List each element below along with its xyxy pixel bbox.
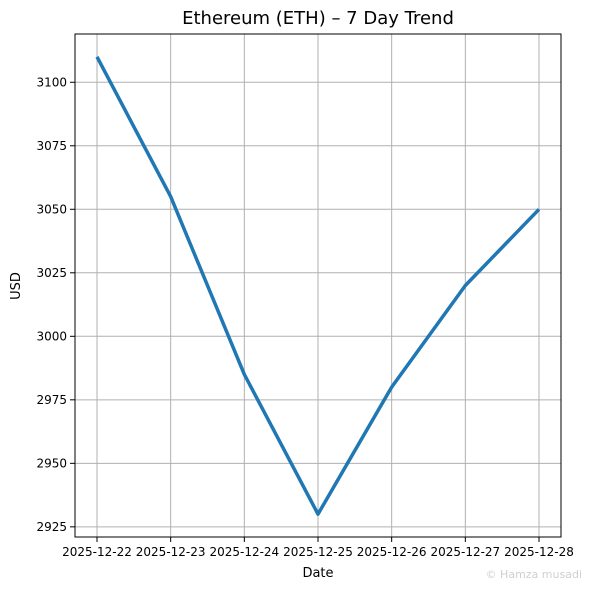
x-tick-label: 2025-12-26 bbox=[357, 545, 427, 559]
y-tick-label: 3100 bbox=[36, 75, 67, 89]
y-axis-label: USD bbox=[9, 272, 24, 300]
x-tick-label: 2025-12-27 bbox=[430, 545, 500, 559]
x-axis: 2025-12-22 2025-12-23 2025-12-24 2025-12-25… bbox=[62, 537, 574, 559]
y-tick-label: 3050 bbox=[36, 202, 67, 216]
y-tick-label: 2975 bbox=[36, 393, 67, 407]
watermark-text: © Hamza musadi bbox=[486, 568, 582, 581]
x-tick-label: 2025-12-22 bbox=[62, 545, 132, 559]
y-tick-label: 3025 bbox=[36, 266, 67, 280]
y-axis: 2925 2950 2975 3000 3025 3050 3075 3100 bbox=[36, 75, 75, 534]
x-tick-label: 2025-12-23 bbox=[136, 545, 206, 559]
y-tick-label: 2950 bbox=[36, 456, 67, 470]
x-tick-label: 2025-12-25 bbox=[283, 545, 353, 559]
y-tick-label: 3000 bbox=[36, 329, 67, 343]
y-tick-label: 3075 bbox=[36, 139, 67, 153]
grid bbox=[75, 34, 561, 537]
x-axis-label: Date bbox=[302, 566, 333, 581]
y-tick-label: 2925 bbox=[36, 520, 67, 534]
x-tick-label: 2025-12-24 bbox=[209, 545, 279, 559]
x-tick-label: 2025-12-28 bbox=[504, 545, 574, 559]
chart-title: Ethereum (ETH) – 7 Day Trend bbox=[182, 8, 454, 29]
series-layer bbox=[95, 56, 541, 516]
